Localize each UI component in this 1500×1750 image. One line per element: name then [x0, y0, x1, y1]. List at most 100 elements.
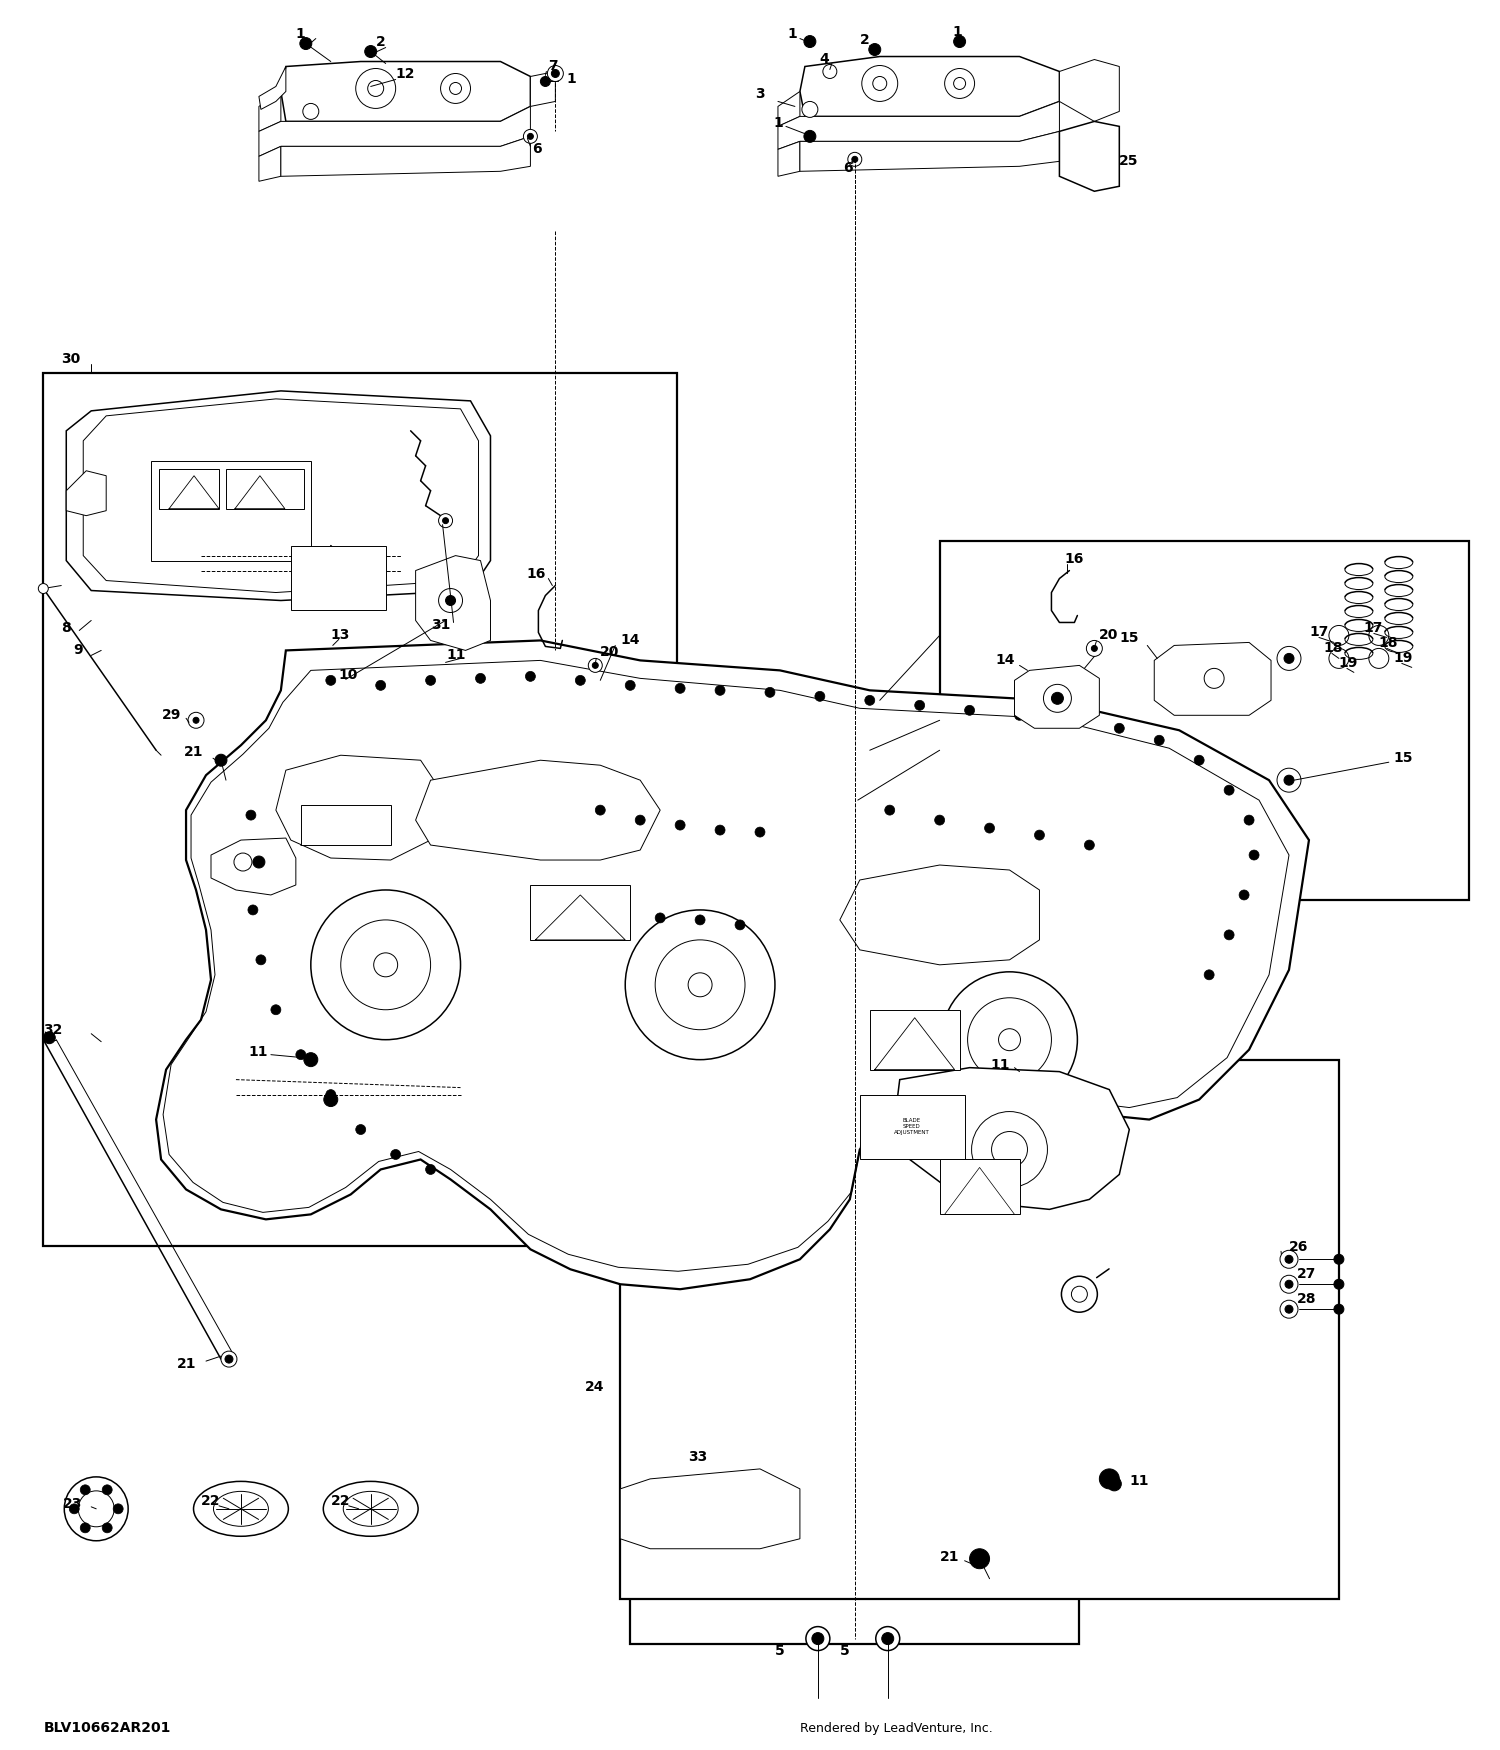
- Polygon shape: [276, 756, 441, 859]
- Text: 1: 1: [772, 117, 783, 131]
- Circle shape: [945, 68, 975, 98]
- Circle shape: [540, 77, 550, 86]
- Text: 6: 6: [843, 161, 852, 175]
- Circle shape: [374, 952, 398, 977]
- Circle shape: [1014, 710, 1025, 721]
- Circle shape: [1284, 653, 1294, 663]
- Circle shape: [675, 821, 686, 830]
- Text: 20: 20: [600, 646, 619, 660]
- Circle shape: [656, 940, 746, 1029]
- Text: 24: 24: [585, 1381, 604, 1395]
- Text: 14: 14: [994, 653, 1014, 667]
- Polygon shape: [260, 107, 531, 156]
- Ellipse shape: [213, 1491, 268, 1526]
- Circle shape: [754, 828, 765, 836]
- Circle shape: [576, 905, 585, 915]
- Circle shape: [476, 674, 486, 682]
- Circle shape: [248, 905, 258, 915]
- Text: 18: 18: [1378, 637, 1398, 651]
- Bar: [939, 1160, 1020, 1214]
- Circle shape: [1114, 723, 1125, 733]
- Polygon shape: [800, 56, 1059, 117]
- Bar: [44, 373, 676, 1246]
- Circle shape: [441, 74, 471, 103]
- Circle shape: [969, 1549, 990, 1568]
- Circle shape: [1334, 1304, 1344, 1314]
- Text: Rendered by LeadVenture, Inc.: Rendered by LeadVenture, Inc.: [800, 1722, 993, 1734]
- Circle shape: [552, 70, 560, 77]
- Text: 1: 1: [567, 72, 576, 86]
- Polygon shape: [1155, 642, 1270, 716]
- Circle shape: [1084, 840, 1095, 850]
- Text: 28: 28: [1298, 1292, 1317, 1306]
- Text: 6: 6: [532, 142, 542, 156]
- Text: BLV10662AR201: BLV10662AR201: [44, 1722, 171, 1736]
- Text: 3: 3: [754, 88, 765, 102]
- Circle shape: [1239, 891, 1250, 900]
- Text: 21: 21: [177, 1356, 197, 1370]
- Circle shape: [824, 65, 837, 79]
- Polygon shape: [531, 72, 555, 107]
- Circle shape: [1370, 649, 1389, 668]
- Circle shape: [954, 35, 966, 47]
- Bar: [859, 1094, 964, 1160]
- Ellipse shape: [324, 1480, 419, 1536]
- Polygon shape: [211, 838, 296, 894]
- Bar: [939, 541, 1468, 900]
- Polygon shape: [778, 102, 1059, 149]
- Polygon shape: [800, 131, 1059, 172]
- Circle shape: [44, 1032, 55, 1043]
- Circle shape: [1071, 1286, 1088, 1302]
- Circle shape: [806, 1626, 830, 1650]
- Polygon shape: [416, 555, 491, 651]
- Text: 27: 27: [1298, 1267, 1317, 1281]
- Circle shape: [300, 37, 312, 49]
- Text: 16: 16: [526, 567, 546, 581]
- Circle shape: [1276, 646, 1300, 670]
- Text: 25: 25: [1119, 154, 1138, 168]
- Text: 14: 14: [620, 634, 639, 648]
- Circle shape: [675, 682, 686, 693]
- Circle shape: [1224, 929, 1234, 940]
- Circle shape: [716, 824, 724, 835]
- Text: 22: 22: [332, 1494, 351, 1508]
- Circle shape: [1100, 1468, 1119, 1489]
- Circle shape: [194, 718, 200, 723]
- Circle shape: [446, 595, 456, 605]
- Circle shape: [1284, 775, 1294, 786]
- Text: 1: 1: [788, 26, 798, 40]
- Circle shape: [326, 676, 336, 686]
- Circle shape: [964, 705, 975, 716]
- Circle shape: [525, 672, 536, 681]
- Circle shape: [326, 1090, 336, 1099]
- Bar: [870, 1010, 960, 1069]
- Circle shape: [254, 856, 266, 868]
- Circle shape: [882, 1633, 894, 1645]
- Polygon shape: [1059, 121, 1119, 191]
- Circle shape: [626, 910, 776, 1060]
- Circle shape: [876, 1626, 900, 1650]
- Circle shape: [1334, 1255, 1344, 1264]
- Circle shape: [934, 816, 945, 824]
- Text: 19: 19: [1394, 651, 1413, 665]
- Circle shape: [80, 1484, 90, 1494]
- Circle shape: [438, 514, 453, 528]
- Circle shape: [688, 973, 712, 997]
- Circle shape: [390, 1150, 400, 1160]
- Circle shape: [765, 688, 776, 696]
- Circle shape: [220, 1351, 237, 1367]
- Circle shape: [868, 44, 880, 56]
- Polygon shape: [260, 91, 280, 131]
- Circle shape: [804, 35, 816, 47]
- Text: leadventure: leadventure: [504, 840, 996, 910]
- Circle shape: [524, 130, 537, 144]
- Circle shape: [296, 1050, 306, 1060]
- Circle shape: [340, 920, 430, 1010]
- Circle shape: [1334, 1279, 1344, 1290]
- Circle shape: [1052, 693, 1064, 704]
- Polygon shape: [260, 147, 280, 182]
- Polygon shape: [620, 1468, 800, 1549]
- Circle shape: [1329, 625, 1348, 646]
- Circle shape: [225, 1354, 232, 1363]
- Circle shape: [80, 1522, 90, 1533]
